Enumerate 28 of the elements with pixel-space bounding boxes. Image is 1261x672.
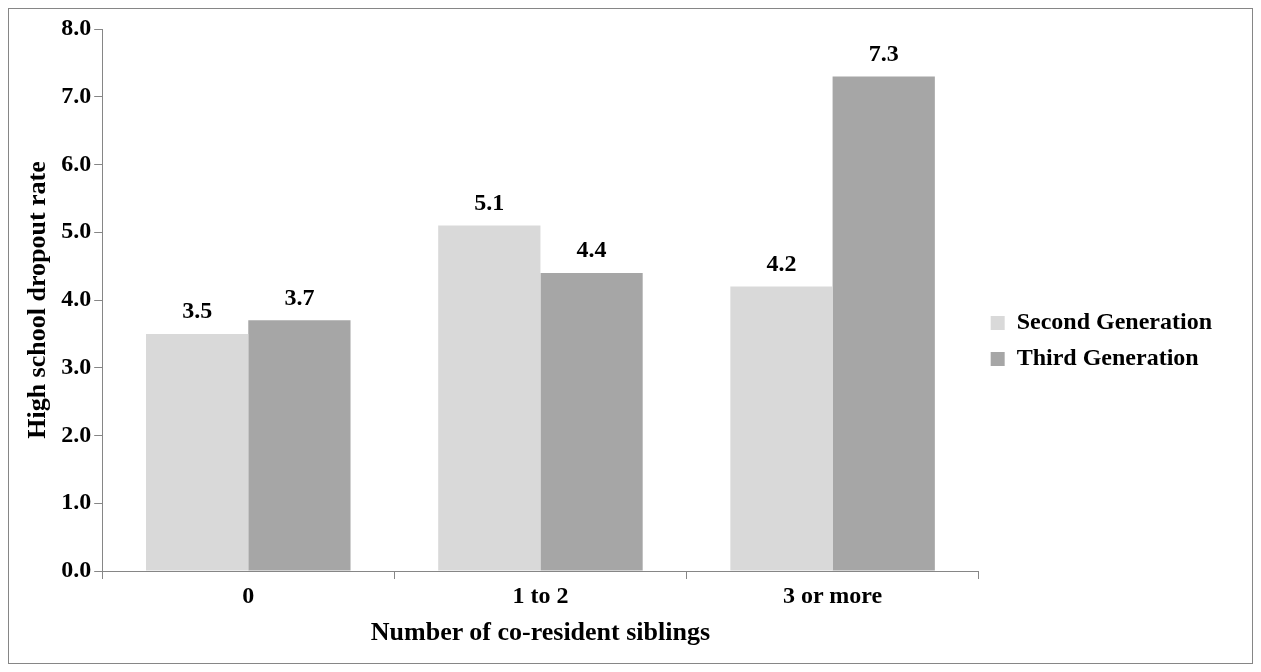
legend-label: Third Generation xyxy=(1016,344,1199,371)
data-label: 3.5 xyxy=(182,297,213,324)
y-tick-label: 0.0 xyxy=(61,556,92,583)
bar xyxy=(146,333,249,571)
bar xyxy=(730,286,833,571)
data-label: 4.2 xyxy=(766,249,797,276)
x-tick-label: 3 or more xyxy=(783,581,883,608)
bar xyxy=(540,272,643,571)
x-axis-title: Number of co-resident siblings xyxy=(370,617,711,647)
y-tick-label: 8.0 xyxy=(61,14,92,41)
y-axis-title: High school dropout rate xyxy=(22,161,52,439)
data-label: 4.4 xyxy=(576,236,607,263)
y-tick-label: 5.0 xyxy=(61,217,92,244)
y-tick-label: 4.0 xyxy=(61,285,92,312)
bar xyxy=(248,320,351,571)
y-tick-label: 3.0 xyxy=(61,352,92,379)
y-tick-label: 6.0 xyxy=(61,149,92,176)
data-label: 5.1 xyxy=(474,188,505,215)
data-label: 7.3 xyxy=(868,39,899,66)
y-tick-label: 1.0 xyxy=(61,488,92,515)
y-tick-label: 2.0 xyxy=(61,420,92,447)
x-tick-label: 0 xyxy=(242,581,255,608)
data-label: 3.7 xyxy=(284,283,315,310)
y-tick-label: 7.0 xyxy=(61,81,92,108)
x-tick-label: 1 to 2 xyxy=(512,581,569,608)
bar xyxy=(832,76,935,571)
legend-label: Second Generation xyxy=(1016,308,1212,335)
bar xyxy=(438,225,541,571)
